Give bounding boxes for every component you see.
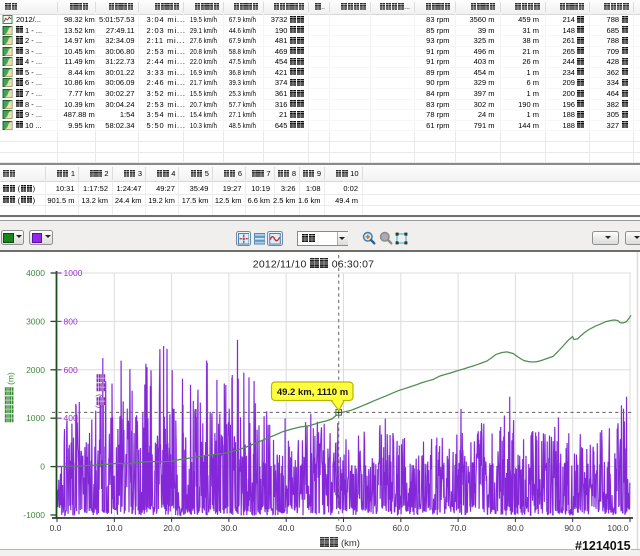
svg-text:30.0: 30.0 xyxy=(221,523,238,533)
svg-text:0: 0 xyxy=(40,462,45,472)
svg-text:4000: 4000 xyxy=(26,268,45,278)
svg-text:400: 400 xyxy=(64,413,78,423)
svg-text:0.0: 0.0 xyxy=(50,523,62,533)
svg-text:200: 200 xyxy=(64,462,78,472)
svg-text:49.2 km, 1110 m: 49.2 km, 1110 m xyxy=(277,387,348,398)
svg-text:1000: 1000 xyxy=(26,413,45,423)
svg-text:10.0: 10.0 xyxy=(106,523,123,533)
svg-text:-1000: -1000 xyxy=(23,510,45,520)
svg-text:70.0: 70.0 xyxy=(450,523,467,533)
svg-text:80.0: 80.0 xyxy=(507,523,524,533)
svg-text:800: 800 xyxy=(64,316,78,326)
svg-text:60.0: 60.0 xyxy=(393,523,410,533)
svg-text:50.0: 50.0 xyxy=(335,523,352,533)
svg-text:2000: 2000 xyxy=(26,365,45,375)
svg-text:40.0: 40.0 xyxy=(278,523,295,533)
svg-text:3000: 3000 xyxy=(26,316,45,326)
svg-text:90.0: 90.0 xyxy=(564,523,581,533)
svg-text:1000: 1000 xyxy=(64,268,83,278)
svg-text:600: 600 xyxy=(64,365,78,375)
svg-text:20.0: 20.0 xyxy=(163,523,180,533)
svg-text:100.0: 100.0 xyxy=(607,523,629,533)
